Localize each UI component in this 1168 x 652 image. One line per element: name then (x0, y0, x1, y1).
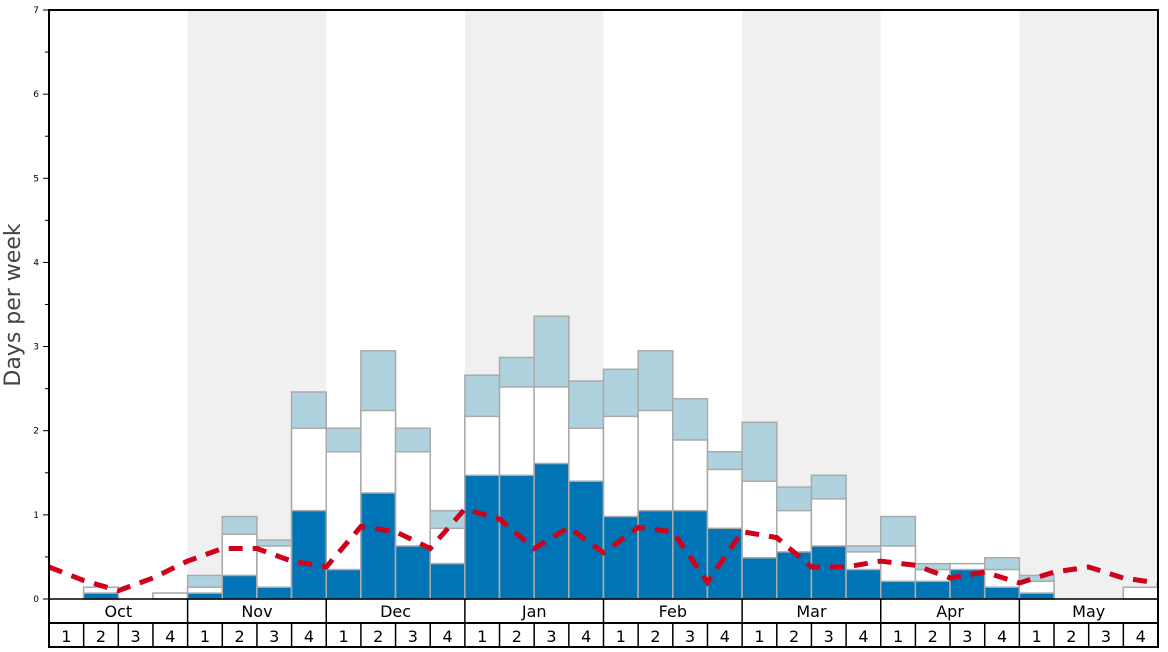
y-tick-label: 0 (33, 595, 39, 605)
bar-dark-27 (983, 586, 1021, 600)
y-tick-label: 3 (33, 343, 39, 353)
week-label: 1 (477, 627, 487, 646)
y-tick-label: 6 (33, 90, 39, 100)
week-label: 1 (61, 627, 71, 646)
bar-dark-5 (221, 574, 258, 600)
month-label-feb: Feb (659, 602, 687, 621)
bar-dark-8 (325, 568, 362, 600)
week-label: 2 (928, 627, 938, 646)
bar-dark-22 (810, 545, 847, 600)
bar-dark-23 (845, 568, 882, 600)
y-axis-label: Days per week (1, 223, 26, 386)
week-label: 2 (373, 627, 383, 646)
week-label: 2 (512, 627, 522, 646)
bar-dark-12 (464, 474, 501, 600)
y-tick-label: 5 (33, 174, 39, 184)
month-label-may: May (1072, 602, 1105, 621)
week-label: 3 (131, 627, 141, 646)
bar-dark-7 (290, 509, 327, 600)
week-label: 2 (96, 627, 106, 646)
week-label: 2 (235, 627, 245, 646)
bar-dark-11 (429, 562, 466, 600)
y-tick-label: 1 (33, 511, 39, 521)
bar-dark-15 (568, 480, 605, 600)
week-label: 4 (165, 627, 175, 646)
bar-dark-18 (672, 509, 709, 600)
month-label-nov: Nov (241, 602, 272, 621)
week-label: 1 (200, 627, 210, 646)
x-axis: Oct 1 2 3 4 Nov 1 2 3 4 Dec 1 2 3 4 Jan 1 2 3 4 Feb 1 2 3 4 Mar 1 2… (48, 598, 1158, 647)
y-axis: 0 1 2 3 4 5 6 7 (33, 6, 50, 605)
week-label: 4 (858, 627, 868, 646)
month-label-dec: Dec (380, 602, 411, 621)
week-label: 1 (616, 627, 626, 646)
bar-dark-9 (360, 492, 397, 600)
bars (82, 315, 1159, 600)
month-shade-may (1019, 10, 1158, 599)
week-label: 3 (408, 627, 418, 646)
week-label: 3 (1101, 627, 1111, 646)
month-label-mar: Mar (796, 602, 827, 621)
week-label: 3 (269, 627, 279, 646)
week-label: 2 (1066, 627, 1076, 646)
week-label: 1 (338, 627, 348, 646)
week-label: 4 (997, 627, 1007, 646)
bar-dark-10 (394, 545, 431, 600)
bar-dark-17 (637, 509, 674, 600)
week-label: 4 (442, 627, 452, 646)
bar-dark-28 (1018, 592, 1055, 600)
y-tick-label: 2 (33, 427, 39, 437)
bar-dark-6 (256, 586, 293, 600)
bar-middle-3 (152, 592, 189, 600)
week-label: 4 (1136, 627, 1146, 646)
week-label: 4 (720, 627, 730, 646)
average-line (48, 506, 1159, 594)
week-label: 4 (581, 627, 591, 646)
week-label: 1 (1032, 627, 1042, 646)
week-label: 4 (304, 627, 314, 646)
bar-middle-31 (1122, 586, 1159, 600)
week-label: 3 (546, 627, 556, 646)
bar-dark-4 (186, 592, 224, 600)
bar-dark-20 (741, 557, 778, 600)
bar-dark-24 (880, 580, 917, 600)
week-label: 2 (789, 627, 799, 646)
month-label-apr: Apr (936, 602, 964, 621)
bar-dark-25 (914, 580, 951, 600)
month-label-jan: Jan (521, 602, 547, 621)
month-label-oct: Oct (104, 602, 132, 621)
y-tick-label: 7 (33, 6, 39, 16)
y-tick-label: 4 (33, 258, 39, 268)
bar-dark-21 (776, 551, 813, 600)
week-label: 3 (685, 627, 695, 646)
bar-dark-1 (82, 592, 120, 600)
week-label: 1 (754, 627, 764, 646)
week-label: 3 (824, 627, 834, 646)
week-label: 2 (650, 627, 660, 646)
month-shading (187, 10, 1158, 599)
week-label: 3 (962, 627, 972, 646)
bar-dark-13 (498, 474, 535, 600)
week-label: 1 (893, 627, 903, 646)
